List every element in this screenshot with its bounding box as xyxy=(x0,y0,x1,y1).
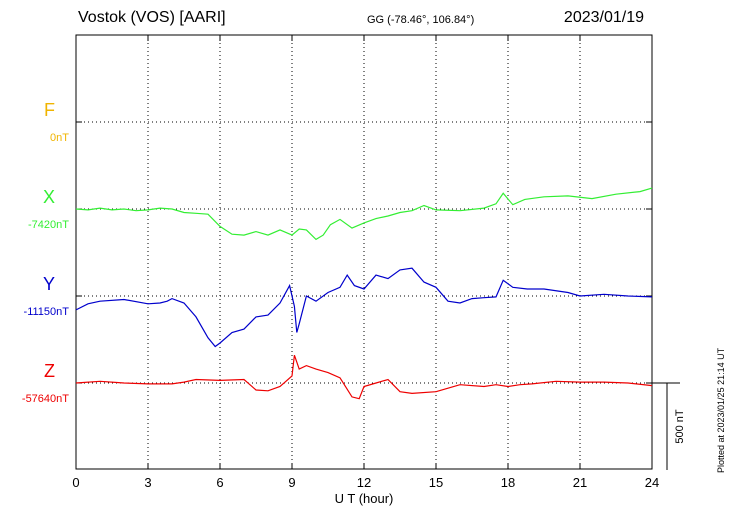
series-baseline-f: 0nT xyxy=(50,132,69,144)
station-title: Vostok (VOS) [AARI] xyxy=(78,9,226,26)
x-tick-label: 0 xyxy=(72,475,79,490)
series-name-y: Y xyxy=(43,274,55,294)
x-tick-label: 21 xyxy=(573,475,587,490)
series-line-x xyxy=(75,187,653,241)
series-line-y xyxy=(75,267,653,348)
series-baseline-x: -7420nT xyxy=(28,219,69,231)
scale-bar-label: 500 nT xyxy=(674,409,686,444)
coordinates-label: GG (-78.46°, 106.84°) xyxy=(367,14,475,26)
x-axis-label: U T (hour) xyxy=(335,491,394,506)
series-name-x: X xyxy=(43,187,55,207)
x-tick-label: 6 xyxy=(216,475,223,490)
date-label: 2023/01/19 xyxy=(563,9,644,26)
series-baseline-z: -57640nT xyxy=(22,393,69,405)
x-tick-label: 12 xyxy=(357,475,371,490)
x-tick-label: 24 xyxy=(645,475,659,490)
x-tick-label: 15 xyxy=(429,475,443,490)
series-name-z: Z xyxy=(44,361,55,381)
series-line-z xyxy=(75,355,653,400)
x-tick-label: 18 xyxy=(501,475,515,490)
x-tick-label: 9 xyxy=(288,475,295,490)
x-tick-label: 3 xyxy=(144,475,151,490)
series-name-f: F xyxy=(44,100,55,120)
series-baseline-y: -11150nT xyxy=(24,306,70,318)
